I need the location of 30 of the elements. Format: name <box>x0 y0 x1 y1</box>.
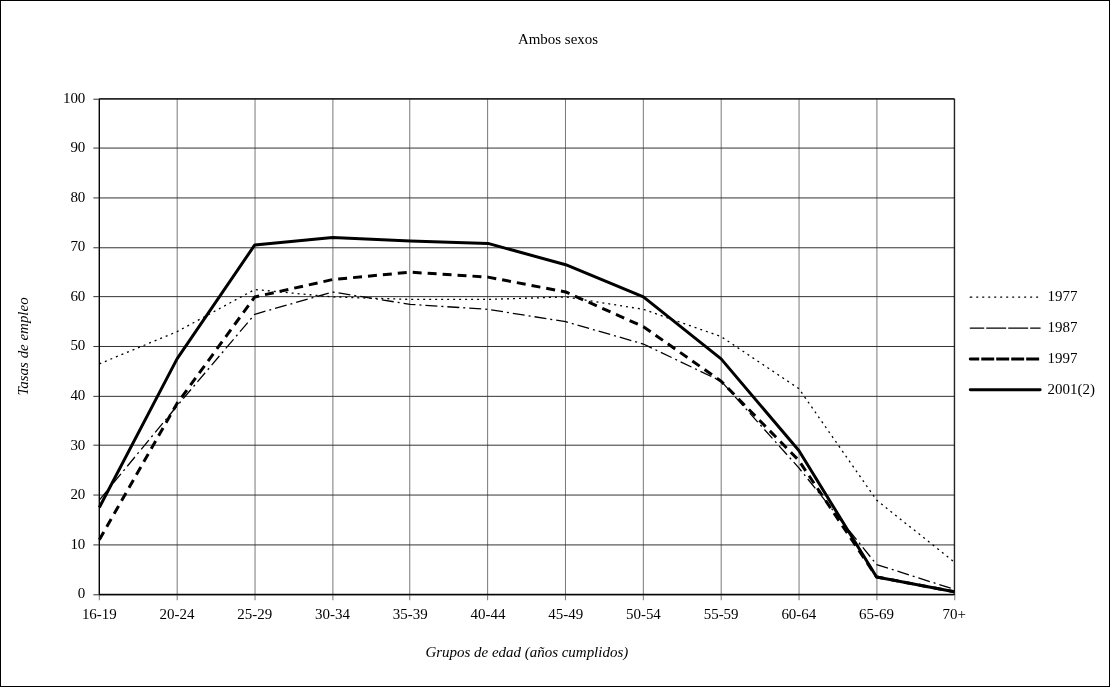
y-tick-label: 20 <box>70 486 86 503</box>
x-tick-label: 40-44 <box>470 606 506 623</box>
x-tick-label: 65-69 <box>859 606 895 623</box>
legend-label: 1977 <box>1047 288 1079 305</box>
x-tick-label: 16-19 <box>81 606 117 623</box>
x-tick-label: 60-64 <box>781 606 817 623</box>
y-tick-label: 30 <box>70 436 86 453</box>
x-tick-label: 30-34 <box>315 606 351 623</box>
legend-label: 1987 <box>1047 318 1079 335</box>
y-tick-label: 60 <box>70 287 86 304</box>
y-tick-label: 70 <box>70 238 86 255</box>
x-tick-label: 25-29 <box>237 606 273 623</box>
y-tick-label: 50 <box>70 337 86 354</box>
y-axis-title: Tasas de empleo <box>14 296 31 396</box>
x-tick-label: 45-49 <box>548 606 584 623</box>
x-tick-label: 20-24 <box>159 606 196 623</box>
x-tick-label: 55-59 <box>703 606 739 623</box>
legend-label: 1997 <box>1047 349 1079 366</box>
legend-label: 2001(2) <box>1047 380 1096 398</box>
y-tick-label: 80 <box>70 188 86 205</box>
y-tick-label: 40 <box>70 386 86 403</box>
x-tick-label: 50-54 <box>625 606 662 623</box>
y-tick-label: 0 <box>77 585 86 602</box>
y-tick-label: 100 <box>62 89 86 106</box>
y-tick-label: 10 <box>70 535 86 552</box>
x-tick-label: 35-39 <box>392 606 428 623</box>
y-tick-label: 90 <box>70 139 86 156</box>
chart-title: Ambos sexos <box>517 30 599 47</box>
x-tick-label: 70+ <box>942 606 966 623</box>
x-axis-title: Grupos de edad (años cumplidos) <box>425 644 629 662</box>
